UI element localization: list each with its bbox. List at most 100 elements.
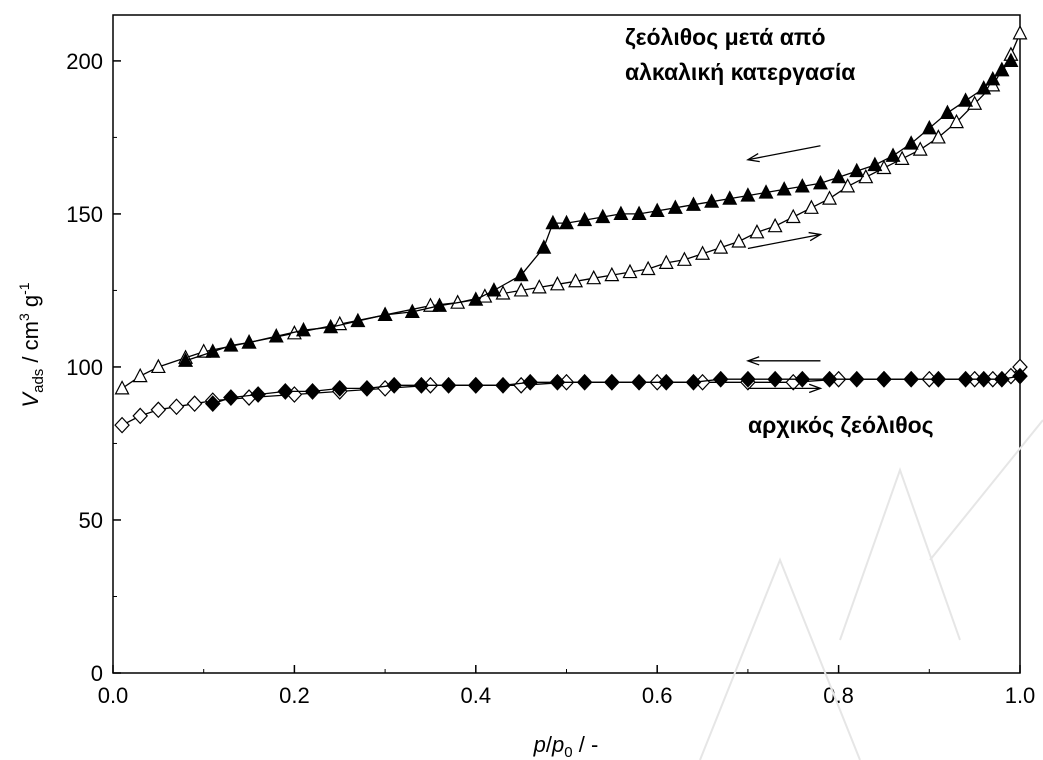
triangle-point	[568, 272, 584, 288]
diamond-point	[740, 370, 756, 388]
diamond-point	[223, 389, 239, 406]
x-tick-label: 1.0	[1005, 683, 1036, 708]
triangle-point	[513, 266, 529, 282]
triangle-point	[667, 199, 683, 214]
triangle-point	[958, 92, 974, 107]
triangle-point	[685, 196, 701, 211]
triangle-point	[536, 239, 552, 254]
direction-arrows	[746, 145, 823, 394]
triangle-point	[404, 303, 420, 318]
diamond-point	[821, 370, 838, 388]
triangle-point	[604, 266, 620, 282]
triangle-point	[794, 178, 810, 193]
y-tick-label: 150	[66, 202, 103, 227]
annotation-treated-line2: αλκαλική κατεργασία	[625, 59, 855, 85]
triangle-point	[921, 119, 937, 135]
triangle-point	[885, 147, 901, 162]
diamond-point	[876, 370, 892, 388]
y-tick-label: 0	[91, 661, 103, 686]
desorption-arrow	[746, 356, 821, 366]
x-axis-title: p/p0 / -	[533, 732, 599, 760]
y-tick-label: 50	[79, 508, 103, 533]
diamond-point	[304, 383, 321, 400]
triangle-point	[132, 367, 148, 383]
diamond-point	[204, 395, 221, 413]
diamond-point	[631, 373, 647, 391]
triangle-point	[939, 104, 955, 120]
triangle-point	[640, 260, 656, 276]
x-tick-label: 0.0	[98, 683, 129, 708]
triangle-point	[985, 70, 1001, 86]
triangle-point	[613, 205, 629, 221]
diamond-point	[604, 373, 620, 391]
triangle-point	[323, 318, 339, 334]
diamond-point	[386, 376, 402, 394]
triangle-point	[903, 135, 919, 150]
triangle-point	[976, 80, 992, 95]
diamond-point	[975, 370, 992, 388]
triangle-point	[622, 263, 638, 279]
triangle-point	[767, 217, 783, 233]
triangle-point	[840, 178, 856, 193]
triangle-point	[676, 251, 692, 266]
diamond-point	[994, 370, 1010, 388]
series-line	[121, 33, 1021, 389]
y-tick-label: 200	[66, 49, 103, 74]
triangle-point	[486, 282, 502, 297]
triangle-point	[545, 214, 561, 230]
triangle-point	[704, 193, 720, 208]
triangle-point	[577, 211, 593, 227]
diamond-point	[903, 370, 919, 388]
triangle-point	[586, 269, 602, 285]
diamond-point	[549, 373, 566, 391]
diamond-point	[277, 383, 294, 400]
triangle-point	[559, 214, 574, 230]
diamond-point	[114, 416, 130, 434]
triangle-point	[695, 245, 711, 260]
diamond-point	[1012, 367, 1028, 385]
y-axis-title: Vads / cm3 g-1	[16, 282, 47, 407]
triangle-point	[722, 190, 738, 205]
diamond-point	[685, 373, 702, 391]
triangle-point	[150, 358, 166, 374]
triangle-point	[930, 129, 946, 144]
triangle-point	[740, 187, 756, 202]
diamond-point	[150, 401, 167, 419]
triangle-point	[241, 334, 257, 349]
diamond-point	[957, 370, 974, 388]
triangle-point	[713, 239, 729, 254]
triangle-point	[205, 343, 221, 358]
triangle-point	[758, 184, 774, 199]
adsorption-arrow	[747, 383, 823, 394]
adsorption-arrow	[747, 231, 823, 250]
y-tick-label: 100	[66, 355, 103, 380]
diamond-point	[331, 379, 348, 397]
triangle-point	[949, 113, 964, 129]
triangle-point	[595, 208, 611, 224]
series-layer	[114, 25, 1028, 434]
diamond-point	[495, 376, 511, 394]
diamond-point	[522, 373, 539, 391]
triangle-point	[549, 276, 565, 291]
triangle-point	[658, 254, 674, 269]
triangle-point	[513, 282, 529, 297]
triangle-point	[749, 223, 765, 239]
triangle-point	[822, 190, 838, 205]
diamond-point	[576, 373, 593, 391]
triangle-point	[223, 337, 239, 352]
diamond-point	[132, 407, 149, 425]
triangle-point	[812, 175, 828, 190]
x-tick-label: 0.6	[642, 683, 673, 708]
triangle-point	[377, 306, 393, 322]
triangle-point	[867, 156, 883, 172]
triangle-point	[268, 328, 284, 343]
x-tick-label: 0.4	[461, 683, 492, 708]
triangle-point	[1012, 25, 1028, 40]
triangle-point	[994, 61, 1010, 77]
triangle-point	[178, 352, 194, 367]
diamond-point	[359, 379, 375, 397]
triangle-point	[785, 208, 801, 224]
triangle-point	[631, 205, 647, 221]
triangle-point	[849, 162, 865, 178]
